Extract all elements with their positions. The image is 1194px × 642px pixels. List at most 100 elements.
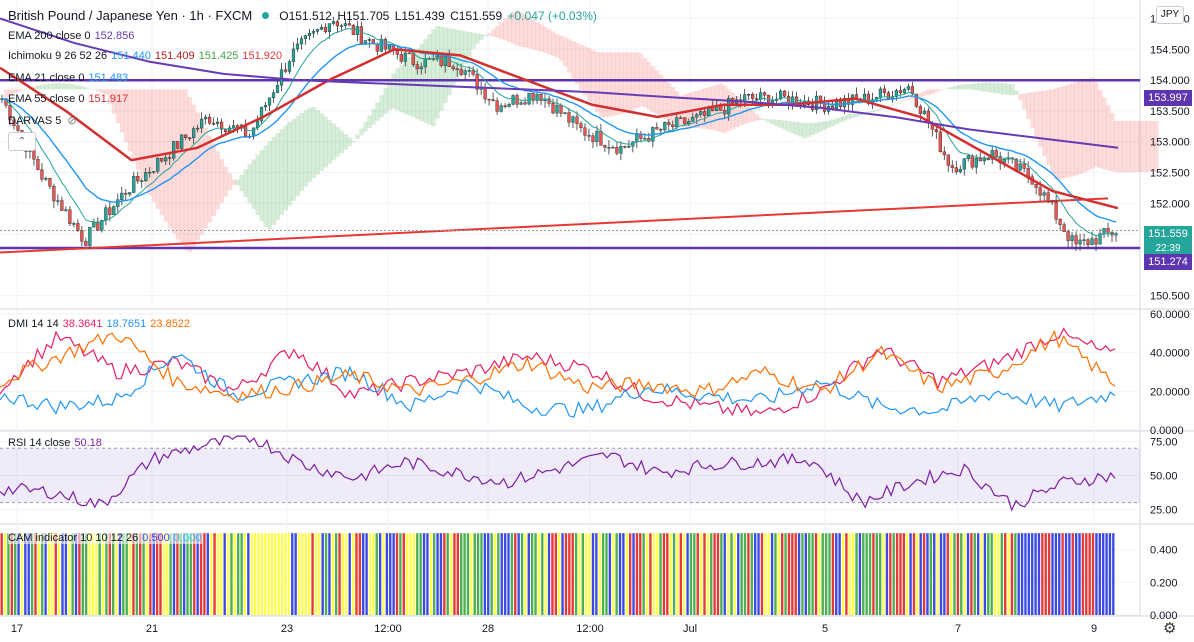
ichimoku-cloud-slice: [435, 26, 440, 119]
cam-bar: [1098, 533, 1101, 615]
cam-bar: [503, 533, 507, 615]
ichimoku-cloud-slice: [295, 115, 300, 197]
cam-bar: [54, 533, 57, 615]
cam-bar: [943, 533, 946, 615]
indicator-ema200[interactable]: EMA 200 close 0 152.856: [8, 30, 134, 42]
cam-bar: [733, 533, 737, 615]
hidden-eye-icon[interactable]: ⊘: [67, 115, 77, 127]
rsi-legend[interactable]: RSI 14 close 50.18: [8, 437, 102, 449]
cam-bar: [10, 533, 14, 615]
cam-bar: [956, 533, 960, 615]
ichimoku-cloud-slice: [171, 89, 177, 234]
ichimoku-cloud-slice: [303, 110, 308, 187]
cam-bar: [355, 533, 358, 615]
ichimoku-cloud-slice: [902, 100, 907, 102]
candle-body: [906, 86, 910, 90]
candle-body: [894, 90, 898, 97]
ichimoku-cloud-slice: [143, 89, 149, 188]
cam-bar: [524, 533, 527, 615]
cam-bar: [331, 533, 334, 615]
cam-bar: [980, 533, 983, 615]
cam-bar: [294, 533, 297, 615]
collapse-indicators-button[interactable]: ⌃: [8, 132, 36, 151]
candle-body: [491, 99, 495, 101]
candle-body: [116, 199, 120, 207]
ichimoku-cloud-slice: [555, 33, 560, 58]
ichimoku-cloud-slice: [966, 84, 971, 90]
cam-bar: [1037, 533, 1041, 615]
x-tick-label: 21: [146, 623, 158, 635]
candle-body: [323, 26, 328, 32]
indicator-ema21[interactable]: EMA 21 close 0 151.483: [8, 72, 128, 84]
dmi-legend[interactable]: DMI 14 14 38.3641 18.7651 23.8522: [8, 318, 190, 330]
cam-bar: [949, 533, 953, 615]
candle-body: [755, 98, 759, 100]
indicator-ichimoku[interactable]: Ichimoku 9 26 52 26 151.440 151.409 151.425…: [8, 50, 282, 62]
cam-bar: [409, 533, 412, 615]
cam-bar: [37, 533, 41, 615]
cam-bar: [639, 533, 642, 615]
ichimoku-cloud-slice: [11, 89, 17, 94]
candle-body: [212, 123, 216, 125]
candle-body: [403, 52, 407, 62]
ichimoku-cloud-slice: [786, 121, 792, 132]
ichimoku-cloud-slice: [1074, 82, 1079, 176]
ichimoku-cloud-slice: [203, 128, 209, 229]
cam-bar: [378, 533, 382, 615]
cam-bar: [814, 533, 818, 615]
candle-body: [455, 68, 459, 70]
dmi-v2: 18.7651: [106, 318, 147, 330]
candle-body: [467, 70, 471, 72]
cam-bar: [933, 533, 936, 615]
candle-body: [639, 134, 643, 139]
cam-bar: [88, 533, 91, 615]
ichimoku-cloud-slice: [419, 43, 424, 121]
currency-button[interactable]: JPY: [1156, 6, 1184, 24]
candle-body: [335, 21, 339, 27]
cam-bar: [581, 533, 585, 615]
ichimoku-cloud-slice: [1129, 120, 1135, 173]
cam-bar: [537, 533, 541, 615]
cam-bar: [487, 533, 490, 615]
pane-tick-label: 0.200: [1150, 577, 1178, 589]
candle-body: [88, 226, 92, 246]
cam-bar: [1020, 533, 1024, 615]
ichimoku-cloud-slice: [1110, 113, 1115, 172]
candle-body: [387, 44, 391, 50]
ichimoku-cloud-slice: [570, 41, 576, 79]
candle-body: [104, 207, 108, 221]
x-tick-label: 7: [955, 623, 961, 635]
cam-bar: [635, 533, 639, 615]
ichimoku-cloud-slice: [802, 123, 808, 139]
candle-body: [311, 31, 316, 34]
ichimoku-cloud-slice: [586, 48, 592, 102]
candle-body: [619, 146, 623, 154]
candle-body: [1018, 163, 1022, 171]
cam-bar: [155, 533, 159, 615]
ichimoku-cloud-slice: [874, 109, 879, 111]
ichimoku-cloud-slice: [758, 117, 764, 120]
ichimoku-cloud-slice: [806, 123, 812, 137]
indicator-darvas[interactable]: DARVAS 5 ⊘: [8, 114, 77, 127]
ichimoku-cloud-slice: [910, 96, 915, 99]
candle-body: [599, 131, 603, 146]
cam-bar: [612, 533, 615, 615]
candle-body: [958, 169, 962, 173]
cam-bar: [1007, 533, 1010, 615]
cam-legend[interactable]: CAM indicator 10 10 12 26 0.500 0.000: [8, 532, 204, 544]
cam-bar: [213, 533, 216, 615]
symbol-title[interactable]: British Pound / Japanese Yen · 1h · FXCM: [8, 8, 253, 23]
candle-body: [176, 141, 180, 149]
indicator-ema55[interactable]: EMA 55 close 0 151.917: [8, 93, 128, 105]
gear-icon[interactable]: ⚙: [1163, 620, 1177, 637]
candle-body: [663, 122, 667, 131]
cam-bar: [270, 533, 274, 615]
cam-bar: [368, 533, 372, 615]
cam-bar: [916, 533, 919, 615]
cam-bar: [784, 533, 787, 615]
cam-bar: [91, 533, 95, 615]
cam-bar: [460, 533, 463, 615]
cam-bar: [568, 533, 571, 615]
ichimoku-cloud-slice: [239, 174, 245, 192]
cam-bar: [429, 533, 432, 615]
